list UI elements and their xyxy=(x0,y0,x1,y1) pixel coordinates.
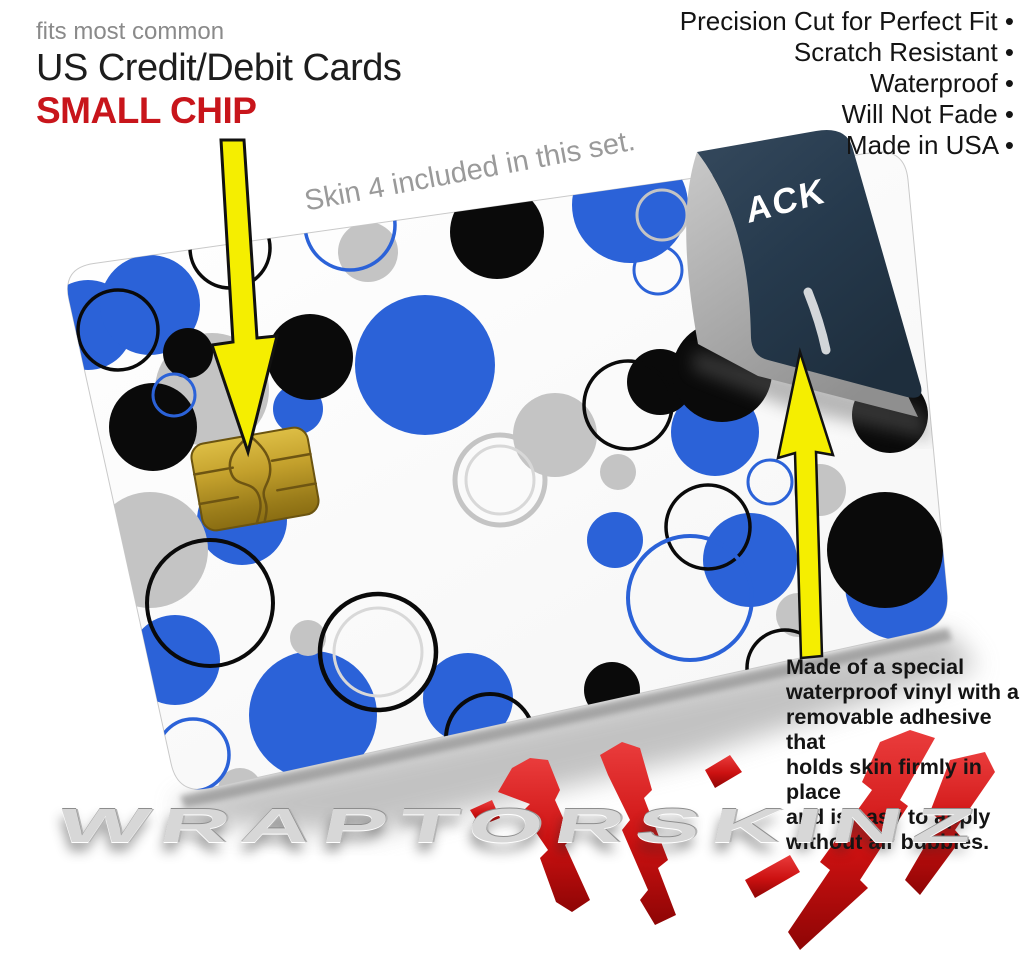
pattern-circle xyxy=(355,295,495,435)
flap-glare xyxy=(803,287,831,355)
headline-block: fits most common US Credit/Debit Cards S… xyxy=(36,18,402,133)
peel-flap xyxy=(697,130,922,398)
pattern-circle xyxy=(290,620,326,656)
vinyl-description-line: removable adhesive that xyxy=(786,705,992,754)
pattern-circle xyxy=(151,372,197,418)
feature-item: Waterproof • xyxy=(870,68,1014,98)
pattern-circle xyxy=(332,606,424,698)
feature-item: Will Not Fade • xyxy=(841,99,1014,129)
pattern-circle xyxy=(109,383,197,471)
vinyl-description: Made of a special waterproof vinyl with … xyxy=(786,655,1026,855)
pattern-circle xyxy=(626,534,754,662)
pattern-circle xyxy=(513,393,597,477)
feature-item: Made in USA • xyxy=(845,130,1014,160)
pattern-circle xyxy=(827,492,943,608)
headline-title: US Credit/Debit Cards xyxy=(36,46,402,89)
feature-item: Scratch Resistant • xyxy=(793,37,1014,67)
headline-subtitle: fits most common xyxy=(36,18,225,45)
pattern-circle xyxy=(746,458,794,506)
pattern-circle xyxy=(452,432,548,528)
vinyl-description-line: and is easy to apply xyxy=(786,805,991,829)
feature-list: Precision Cut for Perfect Fit • Scratch … xyxy=(680,6,1014,161)
vinyl-description-line: holds skin firmly in place xyxy=(786,755,982,804)
pattern-circle xyxy=(582,359,674,451)
brand-wordmark: WRAPTORSKINZ xyxy=(52,800,990,853)
vinyl-description-line: waterproof vinyl with a xyxy=(786,680,1019,704)
pattern-circle xyxy=(76,288,160,372)
emv-chip-icon xyxy=(190,426,320,532)
pattern-circle xyxy=(587,512,643,568)
pattern-circle xyxy=(464,444,536,516)
headline-chip-note: SMALL CHIP xyxy=(36,90,257,132)
pattern-circle xyxy=(130,615,220,705)
pattern-circle xyxy=(338,222,398,282)
pattern-circle xyxy=(145,538,275,668)
pattern-circle xyxy=(163,328,213,378)
pattern-circle xyxy=(317,591,439,713)
card-drop-shadow xyxy=(176,632,978,835)
vinyl-description-line: without air bubbles. xyxy=(786,830,990,854)
pattern-circle xyxy=(267,314,353,400)
pattern-circle xyxy=(632,244,684,296)
peel-underside xyxy=(686,152,918,417)
pattern-circle xyxy=(703,513,797,607)
pattern-circle xyxy=(450,185,544,279)
pattern-circle xyxy=(600,454,636,490)
pattern-circle xyxy=(664,483,752,571)
card-edge-shadow xyxy=(180,628,952,808)
chip-arrow-icon xyxy=(210,138,279,458)
logo-claw-icon xyxy=(470,730,995,950)
vinyl-description-line: Made of a special xyxy=(786,655,965,679)
feature-item: Precision Cut for Perfect Fit • xyxy=(679,6,1014,36)
peel-arrow-icon xyxy=(776,347,835,660)
